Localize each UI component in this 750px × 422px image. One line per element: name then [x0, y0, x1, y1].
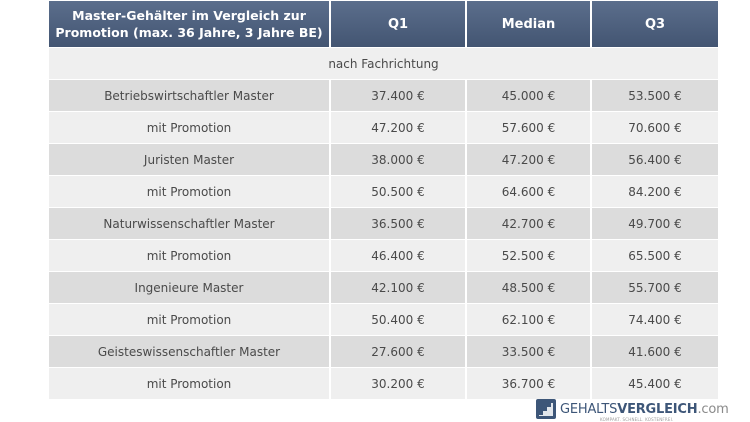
table-row: Betriebswirtschaftler Master 37.400 € 45… — [49, 79, 718, 112]
median-value: 62.100 € — [466, 303, 592, 336]
median-value: 33.500 € — [466, 335, 592, 368]
q3-value: 84.200 € — [591, 175, 718, 208]
median-value: 36.700 € — [466, 367, 592, 399]
q1-value: 47.200 € — [330, 111, 467, 144]
median-value: 57.600 € — [466, 111, 592, 144]
table-row: Geisteswissenschaftler Master 27.600 € 3… — [49, 335, 718, 368]
median-value: 52.500 € — [466, 239, 592, 272]
row-label: Geisteswissenschaftler Master — [49, 335, 331, 368]
q1-value: 36.500 € — [330, 207, 467, 240]
table-row: mit Promotion 46.400 € 52.500 € 65.500 € — [49, 239, 718, 272]
logo-wordmark: GEHALTSVERGLEICH.com — [560, 402, 729, 417]
table-row: Naturwissenschaftler Master 36.500 € 42.… — [49, 207, 718, 240]
salary-comparison-table-container: Master-Gehälter im Vergleich zur Promoti… — [49, 1, 718, 399]
median-value: 64.600 € — [466, 175, 592, 208]
q3-value: 49.700 € — [591, 207, 718, 240]
stairs-icon — [536, 399, 556, 419]
row-label: Naturwissenschaftler Master — [49, 207, 331, 240]
row-label: mit Promotion — [49, 111, 331, 144]
q1-value: 38.000 € — [330, 143, 467, 176]
row-label: mit Promotion — [49, 367, 331, 399]
q3-value: 74.400 € — [591, 303, 718, 336]
q3-value: 56.400 € — [591, 143, 718, 176]
q1-value: 27.600 € — [330, 335, 467, 368]
row-label: mit Promotion — [49, 239, 331, 272]
median-value: 48.500 € — [466, 271, 592, 304]
table-row: Ingenieure Master 42.100 € 48.500 € 55.7… — [49, 271, 718, 304]
table-row: mit Promotion 50.400 € 62.100 € 74.400 € — [49, 303, 718, 336]
q1-value: 42.100 € — [330, 271, 467, 304]
q1-header: Q1 — [330, 1, 467, 48]
logo-brand-regular: GEHALTS — [560, 401, 618, 417]
table-row: mit Promotion 30.200 € 36.700 € 45.400 € — [49, 367, 718, 399]
logo-tagline: KOMPAKT. SCHNELL. KOSTENFREI. — [600, 417, 674, 422]
row-label: mit Promotion — [49, 175, 331, 208]
median-value: 42.700 € — [466, 207, 592, 240]
q1-value: 50.500 € — [330, 175, 467, 208]
row-label: Betriebswirtschaftler Master — [49, 79, 331, 112]
q3-value: 55.700 € — [591, 271, 718, 304]
q1-value: 50.400 € — [330, 303, 467, 336]
q3-header: Q3 — [591, 1, 718, 48]
table-row: mit Promotion 47.200 € 57.600 € 70.600 € — [49, 111, 718, 144]
salary-comparison-table: Master-Gehälter im Vergleich zur Promoti… — [49, 1, 718, 399]
section-label: nach Fachrichtung — [49, 47, 718, 80]
table-row: Juristen Master 38.000 € 47.200 € 56.400… — [49, 143, 718, 176]
row-label: Juristen Master — [49, 143, 331, 176]
q3-value: 53.500 € — [591, 79, 718, 112]
row-label: Ingenieure Master — [49, 271, 331, 304]
q3-value: 45.400 € — [591, 367, 718, 399]
q1-value: 30.200 € — [330, 367, 467, 399]
median-header: Median — [466, 1, 592, 48]
table-row: mit Promotion 50.500 € 64.600 € 84.200 € — [49, 175, 718, 208]
gehaltsvergleich-logo[interactable]: GEHALTSVERGLEICH.com KOMPAKT. SCHNELL. K… — [536, 399, 729, 422]
q3-value: 65.500 € — [591, 239, 718, 272]
row-label: mit Promotion — [49, 303, 331, 336]
q1-value: 37.400 € — [330, 79, 467, 112]
table-header-row: Master-Gehälter im Vergleich zur Promoti… — [49, 1, 718, 48]
q3-value: 70.600 € — [591, 111, 718, 144]
q1-value: 46.400 € — [330, 239, 467, 272]
logo-brand-bold: VERGLEICH — [617, 401, 698, 417]
logo-brand-tld: .com — [697, 401, 729, 417]
median-value: 47.200 € — [466, 143, 592, 176]
table-title-header: Master-Gehälter im Vergleich zur Promoti… — [49, 1, 331, 48]
q3-value: 41.600 € — [591, 335, 718, 368]
section-row: nach Fachrichtung — [49, 47, 718, 80]
median-value: 45.000 € — [466, 79, 592, 112]
